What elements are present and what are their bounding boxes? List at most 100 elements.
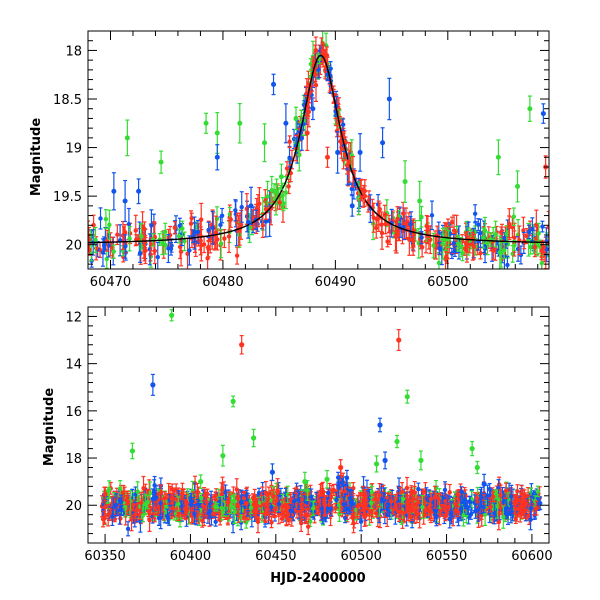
- data-point: [340, 122, 346, 127]
- data-point: [88, 237, 92, 242]
- data-point: [471, 244, 477, 249]
- data-point-b: [239, 191, 244, 223]
- x-tick-label: 60480: [202, 275, 243, 290]
- data-point-r: [471, 233, 477, 260]
- outlier-point-g: [293, 106, 299, 131]
- data-point: [506, 224, 512, 229]
- outlier-point-b: [335, 131, 341, 174]
- data-point-b: [210, 210, 215, 245]
- data-point: [530, 226, 535, 232]
- data-point: [502, 248, 507, 253]
- data-point: [362, 193, 368, 199]
- data-point: [88, 247, 92, 252]
- data-point-g: [107, 209, 112, 240]
- outlier-point-b: [248, 186, 254, 226]
- data-point: [417, 198, 423, 204]
- outlier-point-g: [417, 180, 423, 222]
- x-tick-label: 60500: [427, 275, 468, 290]
- data-point-r: [263, 198, 269, 220]
- outlier-point-r: [304, 115, 310, 151]
- data-point: [539, 248, 544, 253]
- data-point-g: [480, 227, 486, 249]
- data-point: [416, 486, 421, 492]
- data-point-b: [195, 219, 201, 244]
- data-point-b: [429, 200, 435, 231]
- data-point-r: [287, 135, 292, 149]
- data-point: [382, 212, 387, 217]
- data-point: [210, 225, 215, 230]
- data-point: [324, 53, 330, 58]
- data-point: [480, 235, 486, 241]
- plot-area: [88, 31, 549, 269]
- data-point: [451, 240, 457, 246]
- data-point-b: [340, 118, 346, 132]
- data-point: [233, 208, 238, 213]
- outlier-point-b: [111, 172, 117, 211]
- data-point: [234, 253, 240, 258]
- dense-data-points: [88, 31, 549, 269]
- data-point-r: [532, 237, 538, 258]
- data-point: [286, 184, 291, 189]
- outlier-point-g: [124, 119, 130, 157]
- data-point-g: [504, 225, 509, 244]
- data-point: [283, 120, 289, 126]
- data-point: [476, 222, 481, 227]
- data-point-b: [98, 207, 103, 230]
- data-point: [357, 149, 363, 155]
- data-point-r: [385, 235, 390, 248]
- data-point: [237, 120, 243, 126]
- outlier-point-g: [278, 163, 284, 190]
- data-point: [91, 222, 96, 228]
- data-point: [245, 219, 251, 225]
- data-point-r: [199, 229, 204, 262]
- data-point-g: [436, 251, 442, 269]
- data-point: [532, 244, 538, 250]
- data-point: [395, 216, 400, 222]
- data-point: [510, 225, 515, 230]
- data-point-r: [377, 202, 383, 216]
- data-point: [133, 228, 138, 233]
- data-point: [472, 211, 478, 216]
- y-tick-label: 20: [65, 239, 82, 254]
- data-point-b: [540, 220, 545, 233]
- data-point-r: [506, 215, 512, 239]
- data-point: [206, 244, 211, 250]
- data-point: [248, 203, 254, 209]
- data-point: [313, 82, 319, 88]
- data-point-b: [233, 199, 238, 222]
- data-point-r: [172, 221, 178, 235]
- data-point: [271, 81, 277, 87]
- data-point: [227, 212, 233, 217]
- data-point: [136, 188, 142, 194]
- data-point: [465, 241, 470, 247]
- data-point: [449, 220, 455, 225]
- data-point: [493, 231, 498, 237]
- data-point-g: [111, 244, 116, 259]
- data-point-b: [437, 242, 442, 255]
- data-point: [524, 233, 530, 239]
- data-point: [139, 234, 144, 239]
- data-point-b: [206, 221, 211, 239]
- data-point: [460, 250, 465, 256]
- data-point: [478, 231, 483, 236]
- dense-data-points: [99, 467, 543, 537]
- data-point: [419, 235, 424, 240]
- outlier-point-g: [527, 95, 533, 122]
- data-point: [203, 120, 209, 126]
- data-point: [386, 96, 392, 102]
- data-point: [497, 250, 502, 255]
- data-point-r: [411, 234, 416, 248]
- data-point: [126, 221, 132, 227]
- data-point: [371, 215, 376, 220]
- data-point-r: [371, 202, 376, 233]
- outlier-point-b: [122, 179, 128, 223]
- data-point: [122, 198, 128, 204]
- data-point: [218, 222, 223, 228]
- data-point-b: [526, 224, 532, 240]
- data-point-b: [192, 216, 197, 250]
- data-point: [269, 188, 274, 193]
- data-point: [411, 238, 416, 244]
- data-point-g: [511, 207, 517, 227]
- data-point: [546, 225, 549, 230]
- data-point: [512, 243, 517, 248]
